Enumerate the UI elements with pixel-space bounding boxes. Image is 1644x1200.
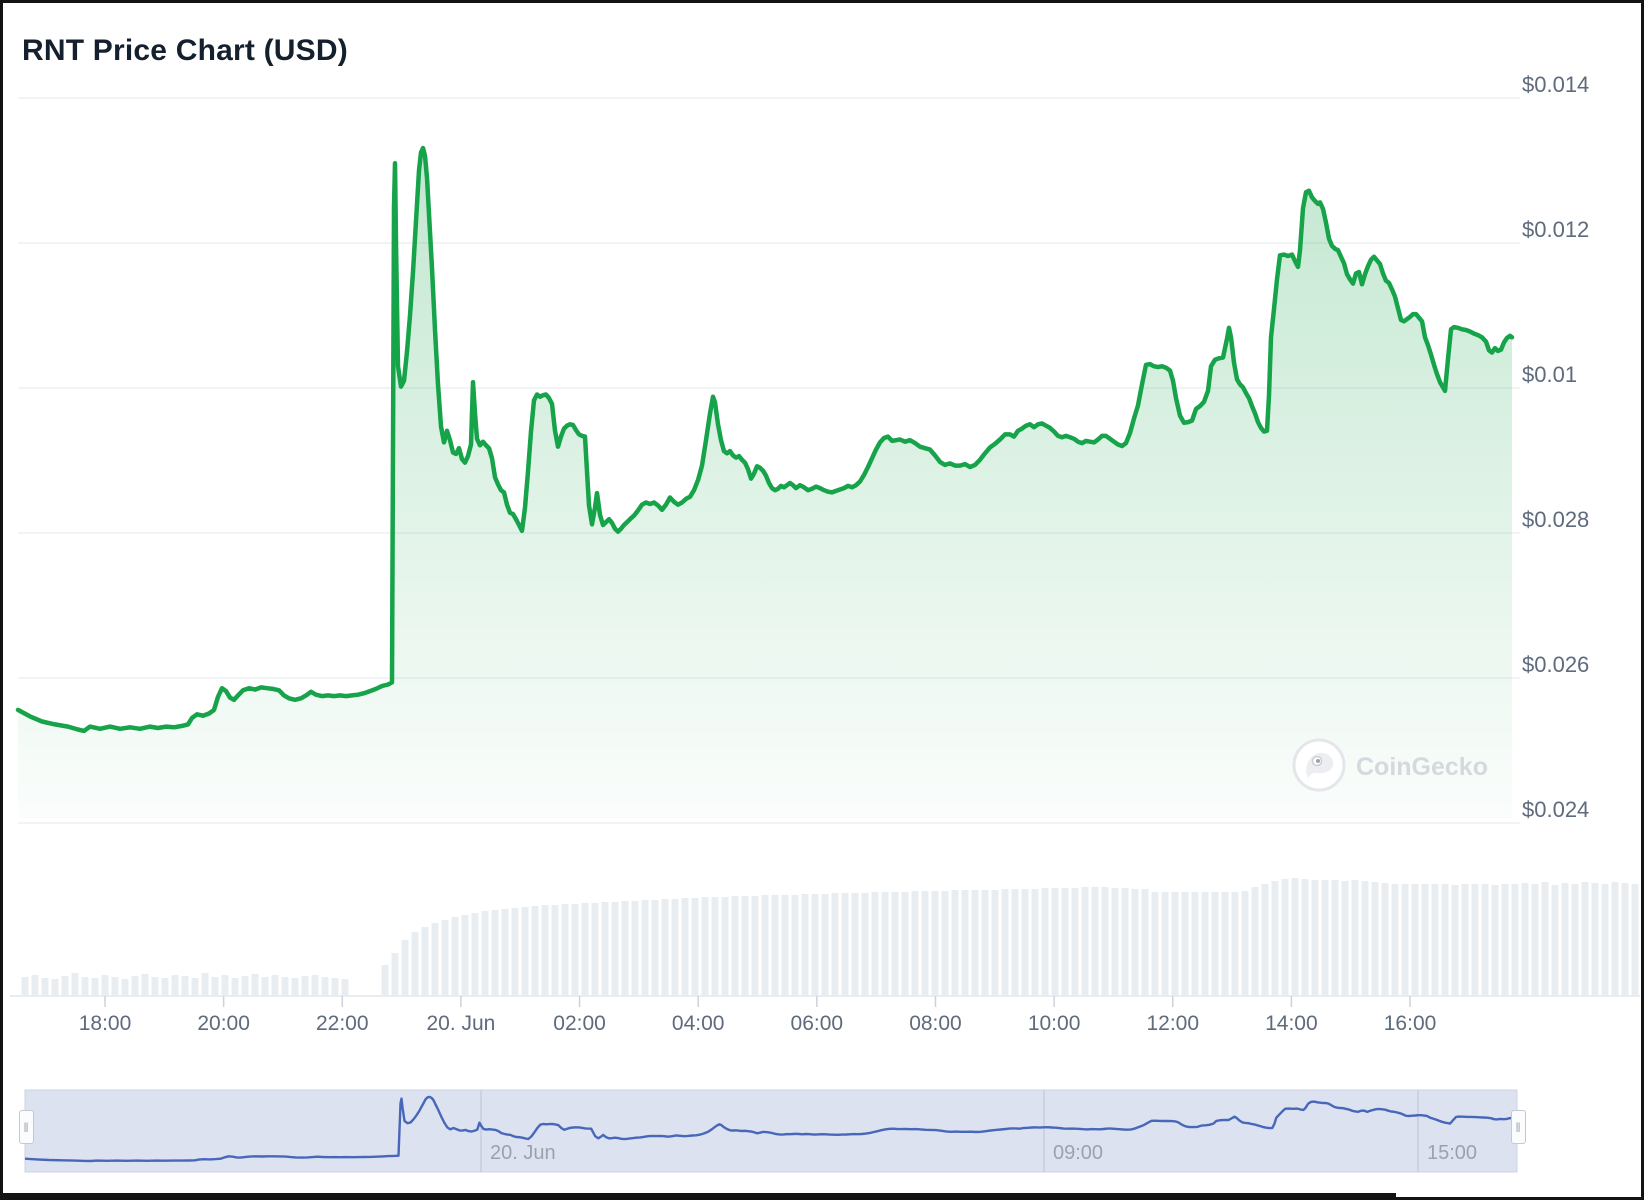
y-axis-label: $0.014: [1522, 72, 1590, 97]
x-axis-label: 10:00: [1027, 1012, 1081, 1035]
x-axis-label: 14:00: [1265, 1012, 1318, 1035]
x-axis-label: 18:00: [78, 1012, 132, 1035]
navigator-line: [24, 1095, 1518, 1163]
x-axis-label: 20. Jun: [426, 1012, 496, 1035]
x-axis-label: 02:00: [553, 1012, 606, 1035]
price-chart-plot[interactable]: [18, 60, 1520, 997]
navigator-band[interactable]: [24, 1089, 1518, 1173]
price-line: [15, 145, 1515, 734]
x-axis-ticks: [104, 996, 1411, 1007]
navigator-left-handle[interactable]: ‖: [18, 1110, 34, 1144]
price-area-fill: [18, 148, 1512, 818]
x-axis-label: 08:00: [909, 1012, 962, 1035]
navigator-label: 15:00: [1427, 1142, 1478, 1164]
navigator-label: 20. Jun: [490, 1142, 556, 1164]
x-axis-label: 12:00: [1146, 1012, 1200, 1035]
navigator-track[interactable]: [25, 1090, 1517, 1172]
chart-title: RNT Price Chart (USD): [22, 34, 348, 68]
x-axis-label: 16:00: [1383, 1012, 1437, 1035]
navigator-gridlines: [480, 1090, 1419, 1172]
coingecko-watermark: CoinGecko: [1292, 738, 1488, 797]
navigator-right-handle[interactable]: ‖: [1510, 1110, 1526, 1144]
coingecko-logo-icon: [1292, 738, 1346, 797]
y-axis-label: $0.012: [1522, 217, 1590, 242]
x-axis-label: 22:00: [315, 1012, 369, 1035]
y-axis-label: $0.01: [1522, 362, 1578, 387]
y-axis-label: $0.028: [1522, 507, 1590, 532]
y-axis-label: $0.024: [1522, 797, 1590, 822]
x-axis-label: 20:00: [197, 1012, 250, 1035]
navigator-label: 09:00: [1053, 1142, 1104, 1164]
x-axis-label: 04:00: [671, 1012, 725, 1035]
screenshot-frame-bottom: [0, 1193, 1396, 1200]
coingecko-watermark-text: CoinGecko: [1356, 753, 1488, 781]
x-axis-label: 06:00: [790, 1012, 844, 1035]
y-axis-label: $0.026: [1522, 652, 1590, 677]
volume-bars: [21, 878, 1639, 995]
